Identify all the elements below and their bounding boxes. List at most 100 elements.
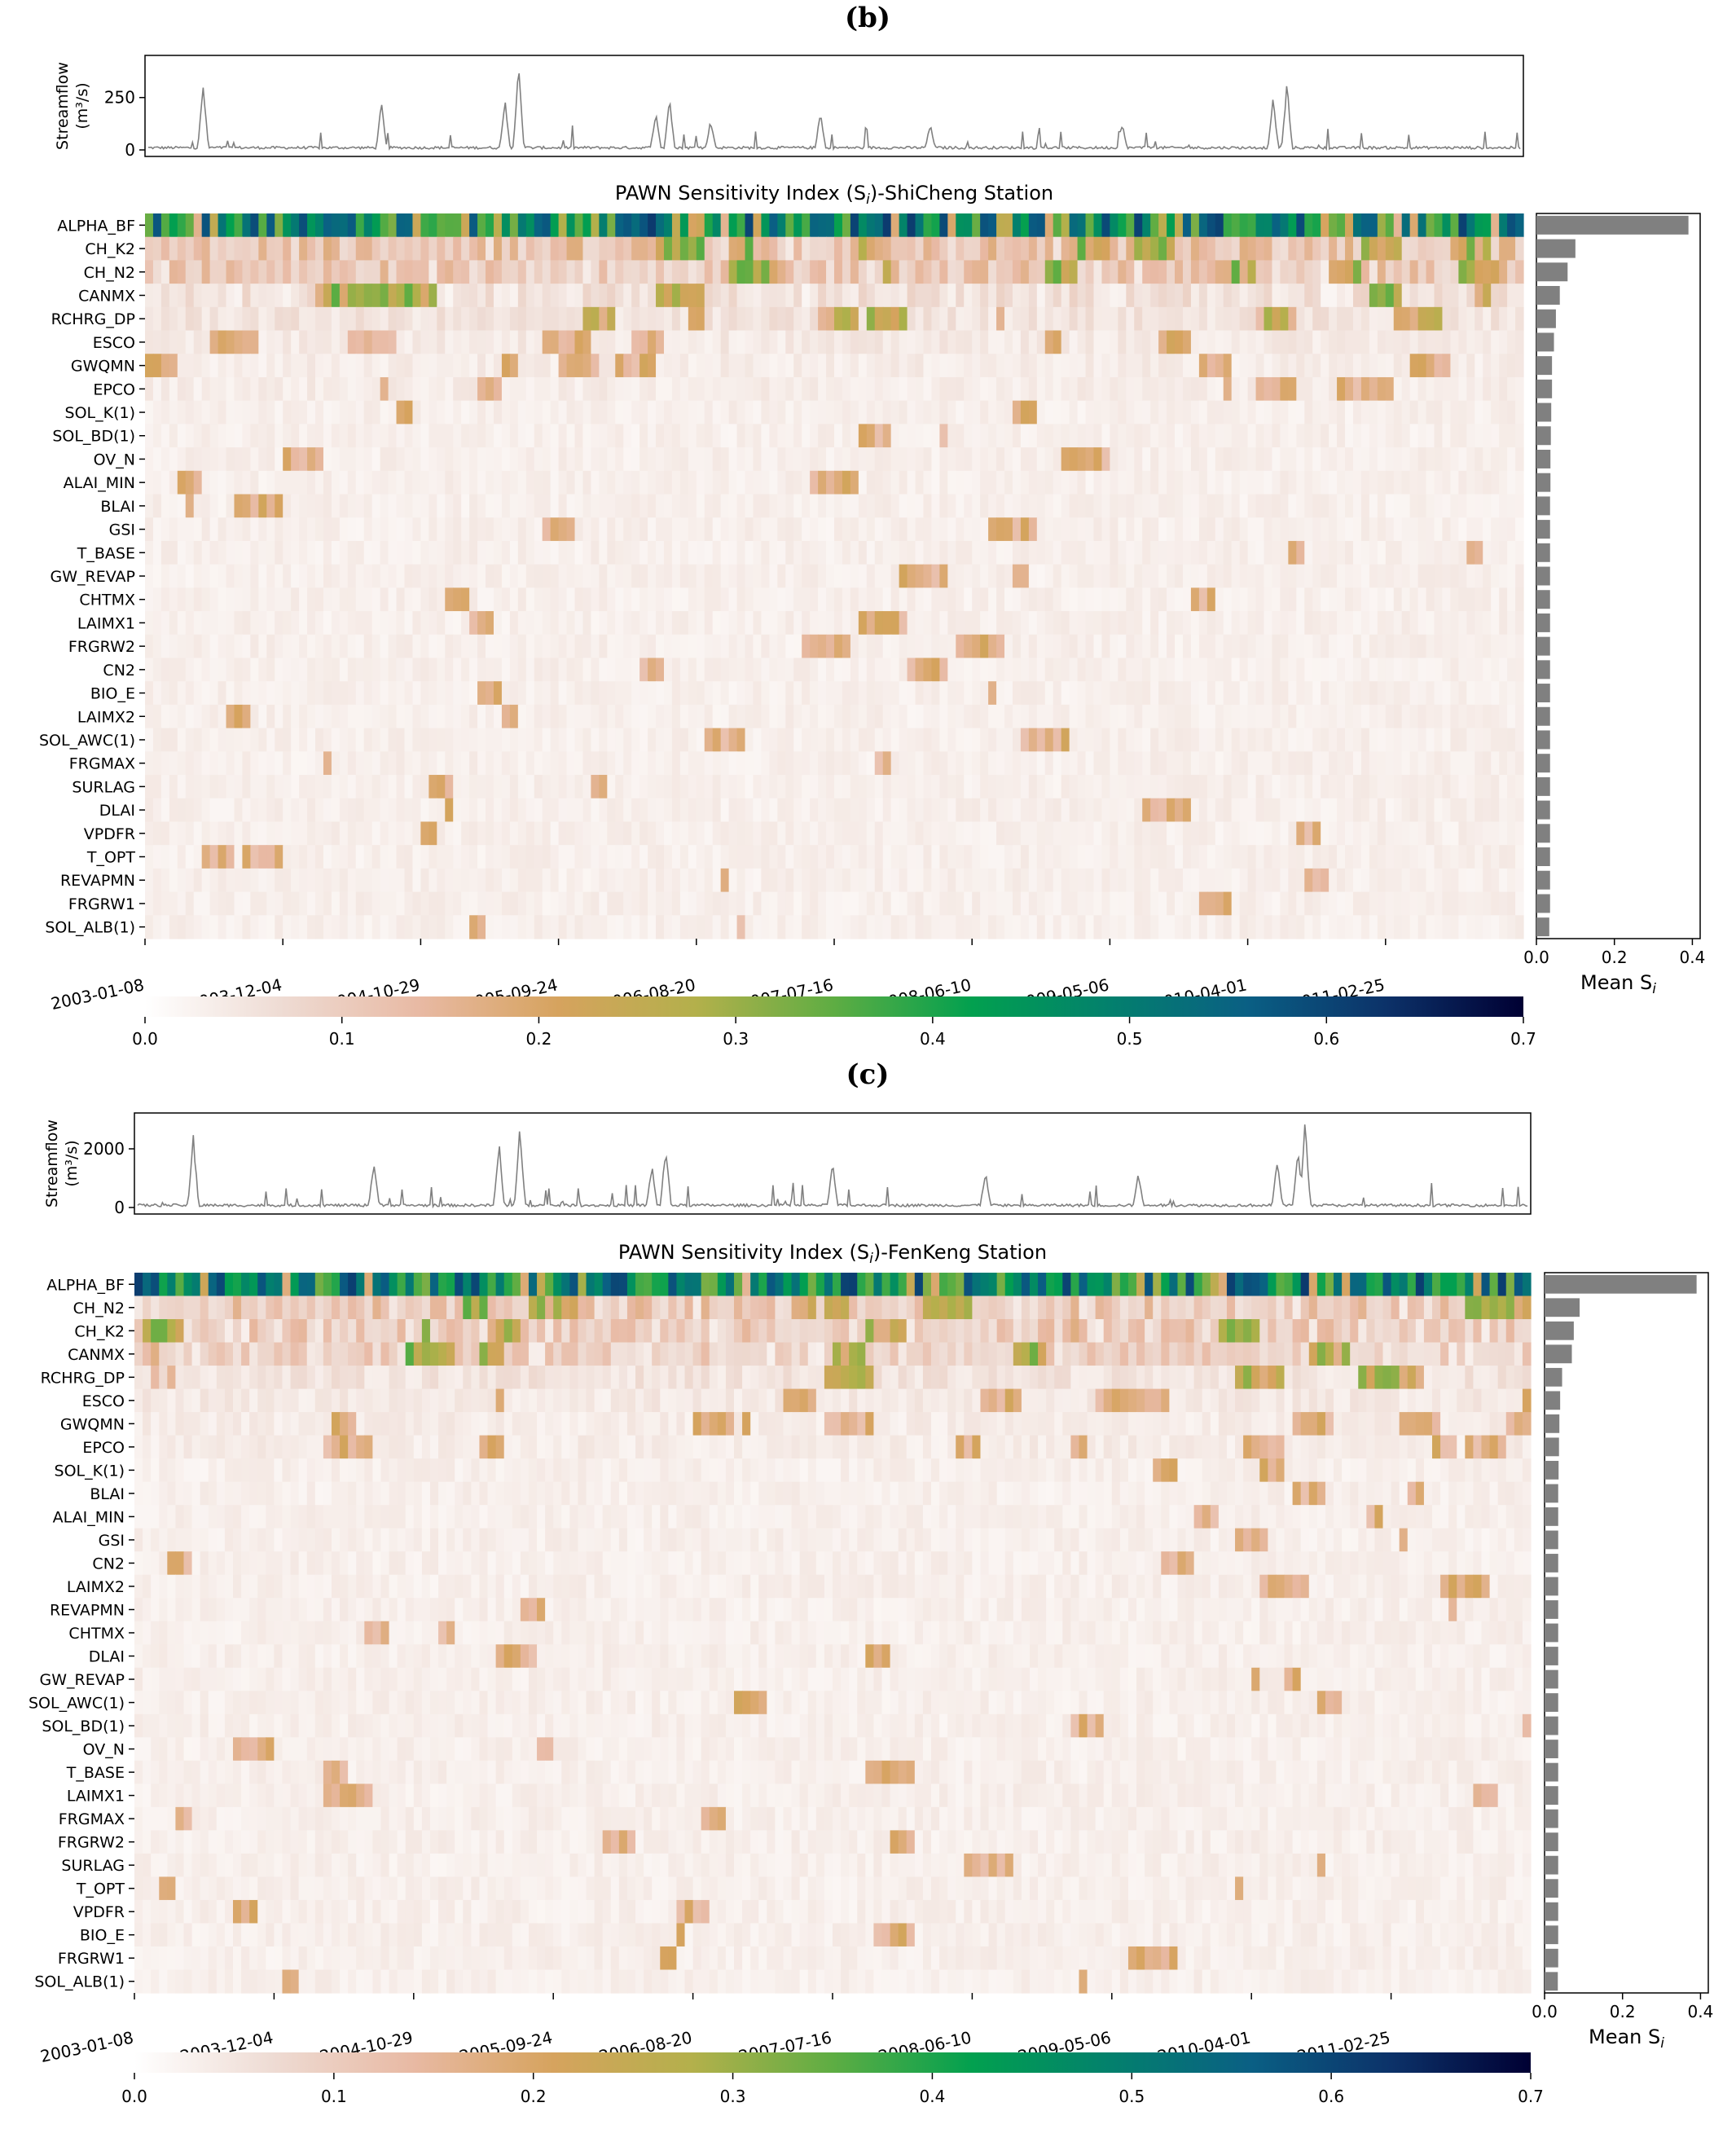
- heatmap-cell: [980, 798, 989, 823]
- heatmap-cell: [291, 821, 300, 846]
- heatmap-cell: [810, 400, 819, 424]
- heatmap-cell: [331, 658, 341, 682]
- heatmap-cell: [728, 400, 738, 424]
- heatmap-cell: [291, 330, 300, 354]
- heatmap-cell: [1150, 447, 1159, 472]
- heatmap-cell: [1264, 775, 1273, 799]
- heatmap-cell: [453, 517, 462, 542]
- heatmap-cell: [777, 354, 786, 378]
- heatmap-cell: [777, 611, 786, 636]
- heatmap-cell: [1028, 213, 1038, 238]
- heatmap-cell: [209, 611, 219, 636]
- heatmap-cell: [1053, 868, 1062, 893]
- heatmap-cell: [656, 634, 665, 659]
- heatmap-cell: [145, 447, 154, 472]
- heatmap-cell: [1312, 798, 1321, 823]
- heatmap-cell: [1239, 236, 1249, 262]
- heatmap-cell: [412, 424, 421, 448]
- heatmap-cell: [396, 236, 406, 262]
- heatmap-cell: [802, 681, 811, 706]
- heatmap-cell: [145, 868, 154, 893]
- heatmap-cell: [882, 775, 892, 799]
- heatmap-cell: [679, 611, 689, 636]
- heatmap-cell: [1061, 424, 1070, 448]
- heatmap-cell: [493, 775, 503, 799]
- heatmap-cell: [1491, 821, 1500, 846]
- heatmap-cell: [347, 845, 357, 869]
- heatmap-cell: [1069, 470, 1079, 495]
- heatmap-cell: [688, 611, 697, 636]
- heatmap-cell: [1126, 517, 1135, 542]
- heatmap-cell: [1182, 728, 1192, 752]
- heatmap-cell: [453, 376, 462, 402]
- heatmap-row-ch-k2: [145, 236, 1524, 262]
- heatmap-cell: [736, 728, 746, 752]
- heatmap-cell: [939, 587, 948, 612]
- heatmap-cell: [972, 470, 981, 495]
- heatmap-cell: [712, 213, 722, 238]
- heatmap-cell: [1434, 728, 1444, 752]
- heatmap-cell: [477, 494, 486, 518]
- heatmap-cell: [818, 354, 827, 378]
- heatmap-cell: [331, 564, 341, 588]
- heatmap-cell: [1434, 634, 1444, 659]
- heatmap-cell: [1360, 236, 1370, 262]
- heatmap-cell: [1385, 775, 1395, 799]
- heatmap-cell: [193, 587, 203, 612]
- heatmap-cell: [663, 798, 673, 823]
- heatmap-cell: [542, 634, 552, 659]
- heatmap-cell: [1458, 634, 1467, 659]
- heatmap-cell: [242, 868, 251, 893]
- heatmap-cell: [704, 587, 714, 612]
- heatmap-cell: [931, 868, 940, 893]
- heatmap-cell: [315, 564, 324, 588]
- heatmap-cell: [1206, 260, 1216, 284]
- heatmap-cell: [1255, 306, 1265, 332]
- heatmap-cell: [1020, 587, 1030, 612]
- heatmap-cell: [152, 517, 162, 542]
- heatmap-cell: [1475, 284, 1483, 308]
- heatmap-cell: [866, 213, 876, 238]
- heatmap-cell: [469, 611, 478, 636]
- heatmap-cell: [671, 517, 681, 542]
- heatmap-cell: [931, 681, 940, 706]
- heatmap-cell: [728, 658, 738, 682]
- heatmap-cell: [599, 447, 608, 472]
- heatmap-cell: [331, 751, 341, 776]
- heatmap-cell: [258, 704, 267, 729]
- heatmap-cell: [882, 868, 892, 893]
- heatmap-cell: [988, 306, 997, 332]
- heatmap-cell: [323, 424, 332, 448]
- heatmap-cell: [1036, 400, 1046, 424]
- heatmap-cell: [1061, 775, 1070, 799]
- heatmap-cell: [671, 354, 681, 378]
- heatmap-cell: [307, 470, 316, 495]
- heatmap-cell: [453, 236, 462, 262]
- heatmap-cell: [1345, 658, 1354, 682]
- heatmap-cell: [1126, 775, 1135, 799]
- heatmap-cell: [882, 681, 892, 706]
- heatmap-cell: [1044, 330, 1054, 354]
- heatmap-cell: [1401, 775, 1411, 799]
- heatmap-cell: [1036, 634, 1046, 659]
- heatmap-cell: [315, 424, 324, 448]
- heatmap-cell: [623, 611, 632, 636]
- heatmap-cell: [152, 681, 162, 706]
- heatmap-cell: [899, 658, 908, 682]
- heatmap-cell: [785, 260, 794, 284]
- heatmap-cell: [1458, 236, 1467, 262]
- heatmap-cell: [1377, 306, 1387, 332]
- heatmap-cell: [1012, 213, 1022, 238]
- heatmap-cell: [486, 775, 494, 799]
- heatmap-cell: [1321, 470, 1329, 495]
- heatmap-cell: [1450, 587, 1459, 612]
- heatmap-cell: [242, 284, 251, 308]
- heatmap-cell: [1491, 564, 1500, 588]
- heatmap-cell: [761, 634, 770, 659]
- heatmap-cell: [753, 354, 763, 378]
- heatmap-cell: [266, 236, 275, 262]
- heatmap-cell: [1069, 330, 1079, 354]
- heatmap-cell: [380, 587, 389, 612]
- heatmap-cell: [591, 658, 600, 682]
- heatmap-cell: [720, 658, 730, 682]
